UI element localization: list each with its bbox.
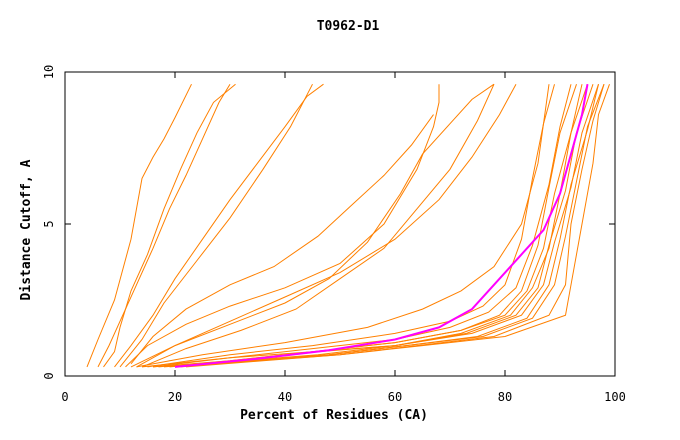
series-line-7 <box>125 84 440 368</box>
x-axis-label: Percent of Residues (CA) <box>240 408 428 423</box>
series-line-8 <box>136 83 495 368</box>
x-tick-label: 20 <box>168 390 182 404</box>
x-axis: 0 20 40 60 80 100 <box>61 72 626 404</box>
y-tick-label: 10 <box>42 65 56 79</box>
x-tick-label: 0 <box>61 390 68 404</box>
series-line-6 <box>130 114 434 365</box>
series-line-9 <box>130 83 517 368</box>
series-line-15 <box>152 84 583 368</box>
chart-title: T0962-D1 <box>317 19 380 34</box>
series-line-2 <box>103 83 236 368</box>
series-line-13 <box>141 84 572 368</box>
series-line-14 <box>152 84 577 368</box>
series-line-3 <box>97 83 231 368</box>
plot-area <box>86 83 610 368</box>
y-tick-label: 0 <box>42 372 56 379</box>
y-axis-label: Distance Cutoff, A <box>19 159 34 300</box>
series-line-12 <box>147 84 555 368</box>
series-line-22 <box>185 84 610 368</box>
series-line-1 <box>86 83 192 368</box>
x-tick-label: 80 <box>498 390 512 404</box>
series-line-5 <box>119 83 313 368</box>
x-tick-label: 40 <box>278 390 292 404</box>
series-line-20 <box>174 84 605 368</box>
y-tick-label: 5 <box>42 220 56 227</box>
highlight-series-line <box>174 84 589 368</box>
x-tick-label: 100 <box>604 390 626 404</box>
series-line-11 <box>136 84 550 368</box>
y-axis: 0 5 10 <box>42 65 615 380</box>
x-tick-label: 60 <box>388 390 402 404</box>
series-line-18 <box>169 84 599 368</box>
series-line-19 <box>174 84 599 368</box>
series-line-4 <box>114 83 324 368</box>
series-line-10 <box>141 83 495 368</box>
